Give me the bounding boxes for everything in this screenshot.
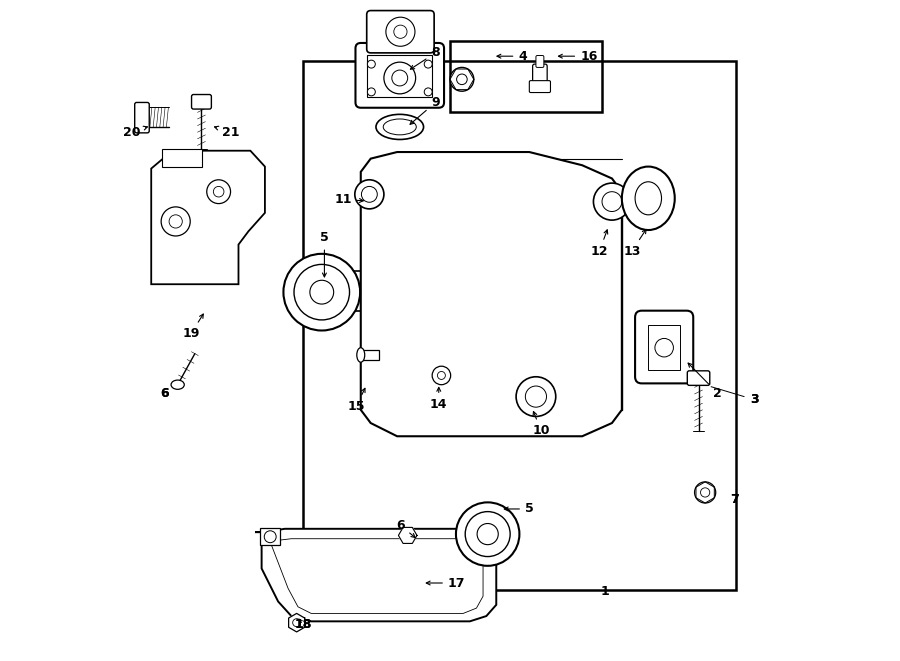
Circle shape <box>169 215 183 228</box>
Circle shape <box>450 67 473 91</box>
Text: 12: 12 <box>590 230 608 258</box>
Text: 3: 3 <box>750 393 759 407</box>
Circle shape <box>526 386 546 407</box>
Bar <box>163 149 202 167</box>
FancyBboxPatch shape <box>192 95 211 109</box>
Circle shape <box>294 264 349 320</box>
Circle shape <box>392 70 408 86</box>
Text: 17: 17 <box>427 576 465 590</box>
Circle shape <box>424 60 432 68</box>
Text: 20: 20 <box>122 126 148 139</box>
Text: 16: 16 <box>559 50 598 63</box>
Ellipse shape <box>635 182 662 215</box>
FancyBboxPatch shape <box>529 81 551 93</box>
Circle shape <box>516 377 556 416</box>
Circle shape <box>437 371 446 379</box>
Text: 8: 8 <box>410 46 440 69</box>
Text: 14: 14 <box>430 387 447 411</box>
Circle shape <box>432 366 451 385</box>
FancyBboxPatch shape <box>135 102 149 133</box>
Text: 21: 21 <box>214 126 239 139</box>
Circle shape <box>284 254 360 330</box>
FancyBboxPatch shape <box>533 64 547 88</box>
FancyBboxPatch shape <box>356 43 444 108</box>
Polygon shape <box>399 527 417 543</box>
Circle shape <box>310 280 334 304</box>
Circle shape <box>367 88 375 96</box>
Text: 19: 19 <box>182 314 203 340</box>
Circle shape <box>456 502 519 566</box>
Text: 2: 2 <box>688 363 722 400</box>
Bar <box>367 55 432 97</box>
Circle shape <box>386 17 415 46</box>
Circle shape <box>362 186 377 202</box>
Ellipse shape <box>376 114 424 139</box>
Text: 10: 10 <box>533 412 550 438</box>
Text: 4: 4 <box>497 50 527 63</box>
Text: 15: 15 <box>347 388 365 413</box>
Circle shape <box>593 183 631 220</box>
Circle shape <box>384 62 416 94</box>
Circle shape <box>394 25 407 38</box>
Bar <box>648 325 680 370</box>
Polygon shape <box>361 152 622 436</box>
Circle shape <box>424 88 432 96</box>
Circle shape <box>655 338 673 357</box>
Circle shape <box>367 60 375 68</box>
Circle shape <box>465 512 510 557</box>
Text: 18: 18 <box>294 618 312 631</box>
Circle shape <box>700 488 710 497</box>
Polygon shape <box>289 613 305 632</box>
Bar <box>450 41 602 112</box>
Text: 13: 13 <box>623 229 646 258</box>
Circle shape <box>602 192 622 212</box>
Text: 5: 5 <box>504 502 534 516</box>
Ellipse shape <box>356 348 365 362</box>
Text: 7: 7 <box>730 492 739 506</box>
Circle shape <box>456 74 467 85</box>
Text: 6: 6 <box>160 387 169 400</box>
Polygon shape <box>255 529 496 621</box>
FancyBboxPatch shape <box>366 11 434 53</box>
Circle shape <box>213 186 224 197</box>
Text: 5: 5 <box>320 231 328 277</box>
FancyBboxPatch shape <box>688 371 710 385</box>
Text: 18: 18 <box>294 618 312 631</box>
Circle shape <box>161 207 190 236</box>
Text: 7: 7 <box>730 492 739 506</box>
Ellipse shape <box>622 167 675 230</box>
Circle shape <box>265 531 276 543</box>
Circle shape <box>355 180 384 209</box>
Bar <box>260 528 280 545</box>
Circle shape <box>477 524 499 545</box>
Circle shape <box>695 482 716 503</box>
FancyBboxPatch shape <box>635 311 693 383</box>
Text: 3: 3 <box>750 393 759 407</box>
Text: 6: 6 <box>160 387 169 400</box>
Ellipse shape <box>383 119 417 135</box>
Circle shape <box>207 180 230 204</box>
Bar <box>303 61 736 590</box>
Text: 1: 1 <box>601 585 609 598</box>
Text: 9: 9 <box>410 96 440 124</box>
Polygon shape <box>268 539 483 613</box>
Text: 6: 6 <box>396 519 415 537</box>
Polygon shape <box>151 151 265 284</box>
Circle shape <box>292 619 301 627</box>
FancyBboxPatch shape <box>536 56 544 67</box>
Bar <box>361 350 379 360</box>
Text: 11: 11 <box>334 193 364 206</box>
Ellipse shape <box>171 380 184 389</box>
